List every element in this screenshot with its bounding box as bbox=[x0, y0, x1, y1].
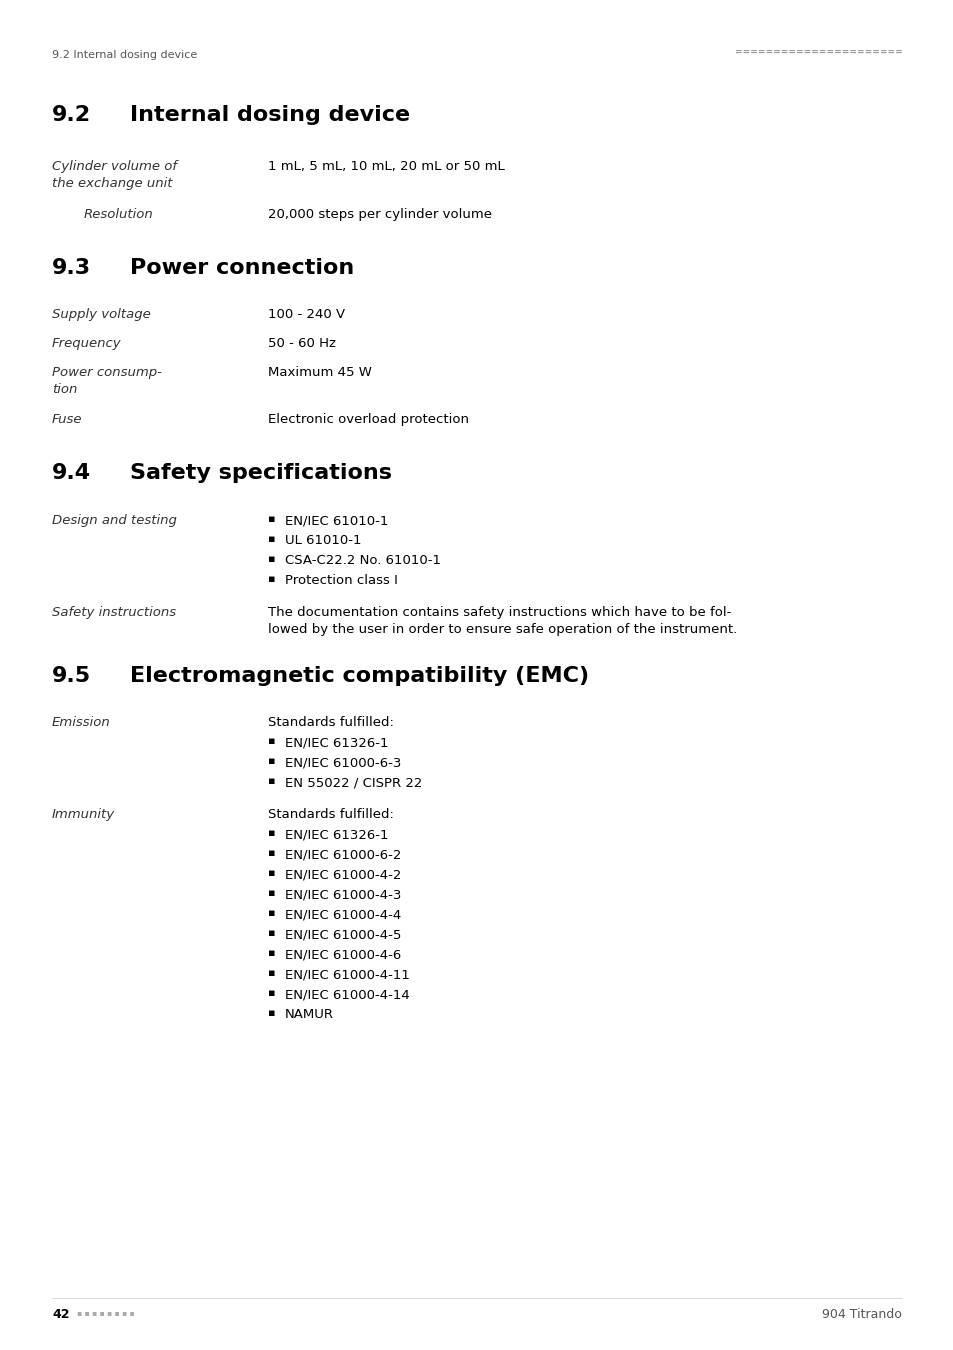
Text: ▪: ▪ bbox=[268, 1008, 275, 1018]
Text: EN/IEC 61326-1: EN/IEC 61326-1 bbox=[285, 736, 388, 749]
Text: ▪: ▪ bbox=[268, 736, 275, 747]
Text: ▪: ▪ bbox=[268, 514, 275, 524]
Text: ======================: ====================== bbox=[735, 49, 902, 57]
Text: 9.2 Internal dosing device: 9.2 Internal dosing device bbox=[52, 50, 197, 59]
Text: ▪: ▪ bbox=[268, 948, 275, 958]
Text: ▪: ▪ bbox=[268, 868, 275, 878]
Text: ▪: ▪ bbox=[268, 848, 275, 859]
Text: EN/IEC 61000-4-4: EN/IEC 61000-4-4 bbox=[285, 909, 401, 921]
Text: tion: tion bbox=[52, 383, 77, 396]
Text: ▪: ▪ bbox=[268, 828, 275, 838]
Text: ▪: ▪ bbox=[268, 988, 275, 998]
Text: Electronic overload protection: Electronic overload protection bbox=[268, 413, 469, 427]
Text: Electromagnetic compatibility (EMC): Electromagnetic compatibility (EMC) bbox=[130, 666, 589, 686]
Text: 9.2: 9.2 bbox=[52, 105, 91, 126]
Text: EN/IEC 61000-4-14: EN/IEC 61000-4-14 bbox=[285, 988, 410, 1000]
Text: 1 mL, 5 mL, 10 mL, 20 mL or 50 mL: 1 mL, 5 mL, 10 mL, 20 mL or 50 mL bbox=[268, 161, 504, 173]
Text: ▪: ▪ bbox=[268, 888, 275, 898]
Text: Safety specifications: Safety specifications bbox=[130, 463, 392, 483]
Text: ▪: ▪ bbox=[268, 554, 275, 564]
Text: Standards fulfilled:: Standards fulfilled: bbox=[268, 716, 394, 729]
Text: ▪: ▪ bbox=[268, 909, 275, 918]
Text: NAMUR: NAMUR bbox=[285, 1008, 334, 1021]
Text: Resolution: Resolution bbox=[84, 208, 153, 221]
Text: EN 55022 / CISPR 22: EN 55022 / CISPR 22 bbox=[285, 776, 422, 788]
Text: Supply voltage: Supply voltage bbox=[52, 308, 151, 321]
Text: EN/IEC 61000-6-3: EN/IEC 61000-6-3 bbox=[285, 756, 401, 770]
Text: Internal dosing device: Internal dosing device bbox=[130, 105, 410, 126]
Text: 9.5: 9.5 bbox=[52, 666, 91, 686]
Text: Power connection: Power connection bbox=[130, 258, 354, 278]
Text: UL 61010-1: UL 61010-1 bbox=[285, 535, 361, 547]
Text: EN/IEC 61000-4-6: EN/IEC 61000-4-6 bbox=[285, 948, 401, 961]
Text: EN/IEC 61010-1: EN/IEC 61010-1 bbox=[285, 514, 388, 526]
Text: 904 Titrando: 904 Titrando bbox=[821, 1308, 901, 1322]
Text: Fuse: Fuse bbox=[52, 413, 82, 427]
Text: ▪: ▪ bbox=[268, 927, 275, 938]
Text: Power consump-: Power consump- bbox=[52, 366, 162, 379]
Text: the exchange unit: the exchange unit bbox=[52, 177, 172, 190]
Text: EN/IEC 61326-1: EN/IEC 61326-1 bbox=[285, 828, 388, 841]
Text: The documentation contains safety instructions which have to be fol-: The documentation contains safety instru… bbox=[268, 606, 731, 620]
Text: Frequency: Frequency bbox=[52, 338, 121, 350]
Text: Safety instructions: Safety instructions bbox=[52, 606, 176, 620]
Text: 20,000 steps per cylinder volume: 20,000 steps per cylinder volume bbox=[268, 208, 492, 221]
Text: ▪: ▪ bbox=[268, 574, 275, 585]
Text: lowed by the user in order to ensure safe operation of the instrument.: lowed by the user in order to ensure saf… bbox=[268, 622, 737, 636]
Text: EN/IEC 61000-4-3: EN/IEC 61000-4-3 bbox=[285, 888, 401, 900]
Text: EN/IEC 61000-6-2: EN/IEC 61000-6-2 bbox=[285, 848, 401, 861]
Text: Maximum 45 W: Maximum 45 W bbox=[268, 366, 372, 379]
Text: 50 - 60 Hz: 50 - 60 Hz bbox=[268, 338, 335, 350]
Text: 100 - 240 V: 100 - 240 V bbox=[268, 308, 345, 321]
Text: ▪: ▪ bbox=[268, 968, 275, 977]
Text: Standards fulfilled:: Standards fulfilled: bbox=[268, 809, 394, 821]
Text: ▪ ▪ ▪ ▪ ▪ ▪ ▪ ▪: ▪ ▪ ▪ ▪ ▪ ▪ ▪ ▪ bbox=[77, 1310, 134, 1318]
Text: Immunity: Immunity bbox=[52, 809, 115, 821]
Text: Emission: Emission bbox=[52, 716, 111, 729]
Text: Design and testing: Design and testing bbox=[52, 514, 176, 526]
Text: ▪: ▪ bbox=[268, 756, 275, 765]
Text: 9.3: 9.3 bbox=[52, 258, 91, 278]
Text: CSA-C22.2 No. 61010-1: CSA-C22.2 No. 61010-1 bbox=[285, 554, 440, 567]
Text: ▪: ▪ bbox=[268, 776, 275, 786]
Text: 42: 42 bbox=[52, 1308, 70, 1322]
Text: EN/IEC 61000-4-11: EN/IEC 61000-4-11 bbox=[285, 968, 410, 981]
Text: Cylinder volume of: Cylinder volume of bbox=[52, 161, 177, 173]
Text: EN/IEC 61000-4-2: EN/IEC 61000-4-2 bbox=[285, 868, 401, 882]
Text: EN/IEC 61000-4-5: EN/IEC 61000-4-5 bbox=[285, 927, 401, 941]
Text: Protection class I: Protection class I bbox=[285, 574, 397, 587]
Text: 9.4: 9.4 bbox=[52, 463, 91, 483]
Text: ▪: ▪ bbox=[268, 535, 275, 544]
